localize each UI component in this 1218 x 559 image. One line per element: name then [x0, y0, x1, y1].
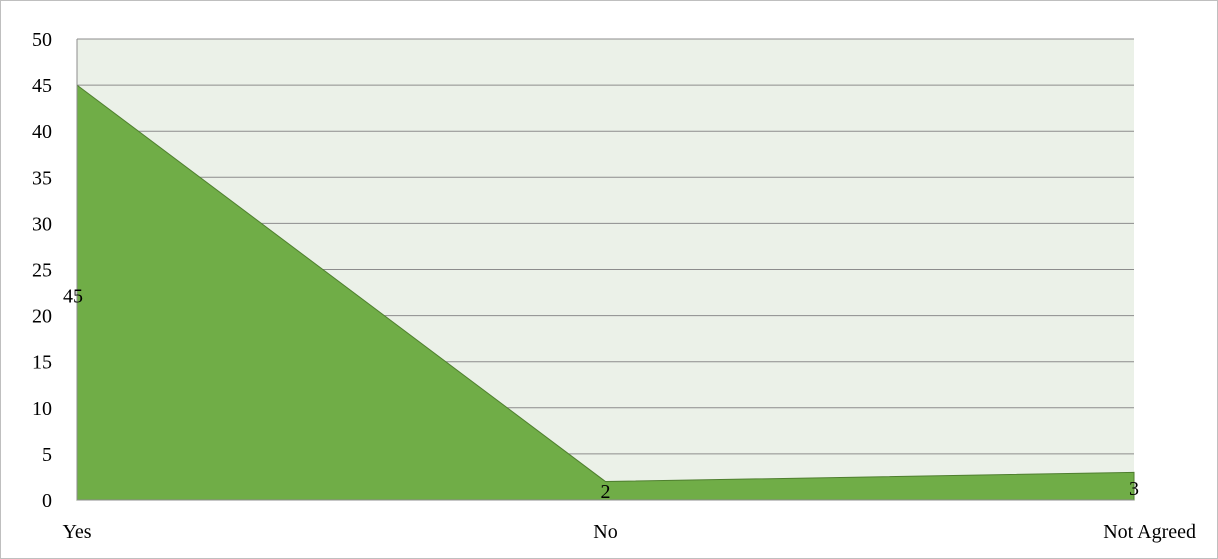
y-tick-label-15: 15 — [32, 352, 52, 374]
y-tick-label-5: 5 — [42, 444, 52, 466]
y-tick-label-10: 10 — [32, 398, 52, 420]
y-tick-label-0: 0 — [42, 490, 52, 512]
y-tick-label-20: 20 — [32, 306, 52, 328]
x-tick-label-not-agreed: Not Agreed — [1103, 521, 1196, 543]
y-tick-label-40: 40 — [32, 121, 52, 143]
data-point-not-agreed — [1133, 471, 1135, 473]
axes — [76, 39, 1134, 501]
y-tick-label-50: 50 — [32, 29, 52, 51]
y-tick-label-30: 30 — [32, 213, 52, 235]
y-tick-label-25: 25 — [32, 260, 52, 282]
y-tick-label-35: 35 — [32, 167, 52, 189]
data-point-no — [605, 481, 606, 483]
x-axis-tick-labels: Yes No Not Agreed — [62, 521, 1196, 543]
data-label-not-agreed: 3 — [1129, 478, 1139, 500]
data-labels: 45 2 3 — [63, 286, 1139, 503]
x-tick-label-yes: Yes — [62, 521, 91, 543]
x-tick-label-no: No — [593, 521, 617, 543]
data-label-yes: 45 — [63, 286, 83, 308]
y-tick-label-45: 45 — [32, 75, 52, 97]
y-axis-tick-labels: 0 5 10 15 20 25 30 35 40 45 50 — [32, 29, 52, 512]
data-label-no: 2 — [601, 481, 611, 503]
